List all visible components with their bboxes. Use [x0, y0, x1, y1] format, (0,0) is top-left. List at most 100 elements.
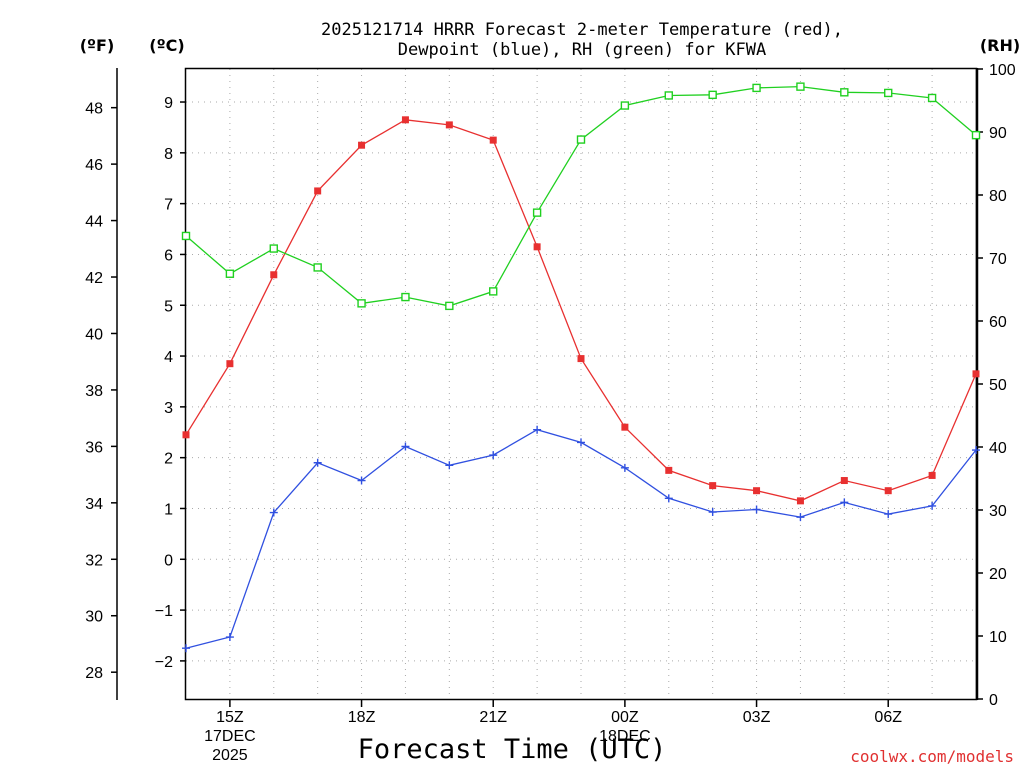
rh-unit-label: (RH)	[980, 36, 1020, 55]
temperature-point	[840, 477, 848, 485]
rh-tick-label: 80	[989, 188, 1007, 205]
fahrenheit-unit-label: (ºF)	[80, 36, 115, 55]
temperature-point	[928, 471, 936, 479]
temperature-point	[445, 121, 453, 129]
dewpoint-point	[357, 476, 366, 485]
celsius-tick-label: 7	[164, 197, 173, 214]
fahrenheit-tick-label: 28	[85, 665, 103, 682]
celsius-tick-label: 4	[164, 349, 173, 366]
rh-tick-label: 10	[989, 629, 1007, 646]
x-tick-label: 18DEC	[599, 728, 651, 745]
rh-point	[225, 269, 235, 278]
plot-frame	[184, 67, 978, 701]
x-tick-label: 15Z	[216, 709, 244, 726]
dewpoint-point	[972, 446, 980, 455]
temperature-point	[270, 271, 278, 279]
grid-lines	[186, 69, 976, 699]
dewpoint-point	[269, 508, 278, 517]
dewpoint-point	[182, 644, 190, 653]
temperature-point	[314, 187, 322, 195]
dewpoint-point	[620, 463, 629, 472]
temperature-point	[796, 497, 804, 505]
fahrenheit-tick-label: 38	[85, 383, 103, 400]
celsius-tick-label: 1	[164, 501, 173, 518]
x-tick-label: 21Z	[479, 709, 507, 726]
temperature-point	[577, 355, 585, 363]
fahrenheit-tick-label: 36	[85, 439, 103, 456]
fahrenheit-tick-label: 46	[85, 157, 103, 174]
celsius-tick-label: 6	[164, 247, 173, 264]
fahrenheit-tick-label: 32	[85, 552, 103, 569]
fahrenheit-tick-label: 44	[85, 214, 103, 231]
dewpoint-point	[884, 510, 893, 519]
temperature-point	[665, 466, 673, 474]
fahrenheit-tick-label: 30	[85, 609, 103, 626]
rh-point	[576, 135, 586, 144]
temperature-point	[621, 423, 629, 431]
fahrenheit-tick-label: 48	[85, 101, 103, 118]
rh-point	[445, 301, 454, 311]
rh-tick-label: 20	[989, 566, 1007, 583]
rh-tick-label: 0	[989, 692, 998, 709]
dewpoint-point	[313, 458, 322, 467]
celsius-tick-label: 0	[164, 552, 173, 569]
celsius-tick-label: 9	[164, 95, 173, 112]
rh-point	[664, 91, 673, 100]
temperature-point	[401, 116, 409, 124]
dewpoint-point	[796, 513, 805, 522]
rh-tick-label: 100	[989, 62, 1016, 79]
rh-point	[708, 90, 717, 100]
dewpoint-point	[928, 501, 937, 510]
celsius-tick-label: 2	[164, 451, 173, 468]
x-tick-label: 18Z	[348, 709, 376, 726]
rh-point	[181, 231, 191, 241]
temperature-point	[489, 136, 497, 144]
dewpoint-point	[708, 508, 717, 517]
temperature-point	[753, 487, 761, 495]
celsius-tick-label: −2	[155, 654, 173, 671]
rh-tick-label: 70	[989, 251, 1007, 268]
x-tick-label: 2025	[212, 747, 248, 764]
celsius-tick-label: 5	[164, 298, 173, 315]
dewpoint-point	[445, 461, 454, 470]
temperature-point	[182, 431, 190, 439]
axes: −2−1012345678928303234363840424446480102…	[85, 62, 1016, 764]
x-tick-label: 17DEC	[204, 728, 256, 745]
dewpoint-point	[840, 498, 849, 507]
rh-tick-label: 50	[989, 377, 1007, 394]
dewpoint-point	[577, 438, 585, 447]
rh-point	[313, 263, 322, 272]
chart-title-line2: Dewpoint (blue), RH (green) for KFWA	[398, 40, 766, 60]
rh-point	[971, 130, 981, 140]
rh-point	[489, 287, 498, 296]
celsius-tick-label: 8	[164, 146, 173, 163]
x-tick-label: 06Z	[874, 709, 902, 726]
dewpoint-point	[533, 425, 542, 434]
temperature-point	[358, 141, 366, 149]
fahrenheit-tick-label: 42	[85, 270, 103, 287]
x-axis-title: Forecast Time (UTC)	[358, 734, 667, 765]
rh-point	[884, 88, 893, 98]
rh-point	[269, 244, 278, 253]
rh-tick-label: 30	[989, 503, 1007, 520]
x-tick-label: 00Z	[611, 709, 639, 726]
rh-point	[620, 101, 630, 110]
temperature-point	[972, 370, 980, 378]
celsius-tick-label: −1	[155, 603, 173, 620]
fahrenheit-tick-label: 40	[85, 326, 103, 343]
temperature-point	[884, 487, 892, 495]
rh-point	[840, 88, 849, 97]
temperature-point	[226, 360, 234, 368]
rh-point	[752, 83, 761, 93]
watermark-text: coolwx.com/models	[850, 747, 1014, 766]
rh-tick-label: 40	[989, 440, 1007, 457]
x-tick-label: 03Z	[743, 709, 771, 726]
dewpoint-point	[489, 451, 498, 460]
dewpoint-point	[225, 633, 234, 642]
temperature-point	[709, 482, 717, 490]
rh-point	[796, 82, 805, 91]
dewpoint-point	[664, 494, 673, 503]
rh-tick-label: 60	[989, 314, 1007, 331]
rh-point	[927, 93, 937, 103]
